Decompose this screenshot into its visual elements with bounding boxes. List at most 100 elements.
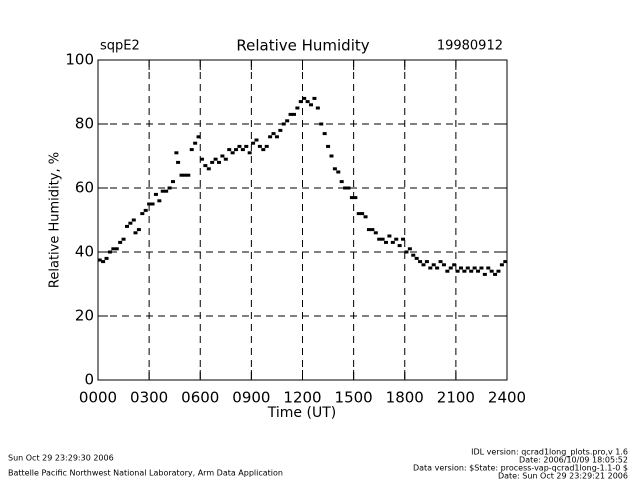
data-point xyxy=(107,250,112,254)
data-point xyxy=(302,96,307,100)
data-point xyxy=(182,173,187,177)
footer-text: Battelle Pacific Northwest National Labo… xyxy=(8,469,283,478)
data-point xyxy=(189,148,194,152)
data-point xyxy=(118,240,123,244)
data-point xyxy=(312,96,317,100)
data-point xyxy=(196,135,201,139)
footer-text: Data version: $State: process-vap-qcrad1… xyxy=(413,464,628,473)
data-point xyxy=(489,269,494,273)
data-point xyxy=(298,100,303,104)
data-point xyxy=(264,144,269,148)
data-point xyxy=(199,157,204,161)
data-point xyxy=(418,260,423,264)
data-point xyxy=(346,186,351,190)
data-point xyxy=(174,151,179,155)
data-point xyxy=(397,244,402,248)
data-point xyxy=(431,263,436,267)
data-point xyxy=(274,135,279,139)
x-tick-label: 0300 xyxy=(130,389,168,407)
y-axis-title: Relative Humidity, % xyxy=(48,152,63,288)
data-point xyxy=(285,119,290,123)
data-point xyxy=(203,164,208,168)
data-point xyxy=(251,141,256,145)
data-point xyxy=(305,100,310,104)
data-point xyxy=(462,269,467,273)
data-point xyxy=(373,231,378,235)
data-point xyxy=(227,148,232,152)
data-point xyxy=(353,196,358,200)
data-point xyxy=(254,138,259,142)
data-point xyxy=(380,237,385,241)
data-point xyxy=(448,266,453,270)
data-point xyxy=(220,154,225,158)
data-point xyxy=(153,192,158,196)
data-point xyxy=(213,157,218,161)
data-point xyxy=(170,180,175,184)
data-point xyxy=(288,112,293,116)
footer-text: Sun Oct 29 23:29:30 2006 xyxy=(8,454,114,463)
data-point xyxy=(479,266,484,270)
data-point xyxy=(315,106,320,110)
data-point xyxy=(452,263,457,267)
data-point xyxy=(503,260,508,264)
footer-text: IDL version: qcrad1long_plots.pro,v 1.6 xyxy=(471,448,628,457)
data-point xyxy=(147,202,152,206)
data-point xyxy=(278,128,283,132)
data-point xyxy=(257,144,262,148)
data-point xyxy=(421,263,426,267)
data-point xyxy=(237,144,242,148)
data-point xyxy=(465,266,470,270)
data-point xyxy=(424,260,429,264)
data-point xyxy=(394,237,399,241)
x-tick-label: 0600 xyxy=(181,389,219,407)
data-point xyxy=(186,173,191,177)
data-point xyxy=(332,167,337,171)
data-point xyxy=(455,269,460,273)
data-point xyxy=(240,148,245,152)
data-point xyxy=(363,215,368,219)
data-point xyxy=(441,263,446,267)
data-point xyxy=(136,228,141,232)
data-point xyxy=(407,247,412,251)
date-label: 19980912 xyxy=(437,39,503,54)
data-point xyxy=(291,112,296,116)
data-point xyxy=(131,218,136,222)
data-point xyxy=(150,202,155,206)
data-point xyxy=(167,186,172,190)
data-point xyxy=(104,256,109,260)
y-tick-label: 40 xyxy=(75,243,94,261)
data-point xyxy=(133,231,138,235)
data-point xyxy=(114,247,119,251)
data-point xyxy=(336,170,341,174)
data-point xyxy=(445,269,450,273)
x-tick-label: 1200 xyxy=(283,389,321,407)
data-point xyxy=(482,272,487,276)
data-point xyxy=(404,250,409,254)
data-point xyxy=(322,132,327,136)
data-point xyxy=(360,212,365,216)
data-point xyxy=(499,263,504,267)
data-point xyxy=(458,266,463,270)
data-point xyxy=(176,160,181,164)
data-point xyxy=(319,122,324,126)
data-point xyxy=(261,148,266,152)
data-point xyxy=(193,141,198,145)
data-point xyxy=(223,157,228,161)
data-point xyxy=(349,196,354,200)
x-tick-label: 0900 xyxy=(232,389,270,407)
data-point xyxy=(472,266,477,270)
footer-text: Date: 2006/10/09 18:05:52 xyxy=(519,456,628,465)
data-point xyxy=(157,199,162,203)
y-tick-label: 80 xyxy=(75,115,94,133)
data-point xyxy=(486,266,491,270)
data-point xyxy=(128,221,133,225)
data-point xyxy=(387,234,392,238)
data-point xyxy=(216,160,221,164)
data-point xyxy=(206,167,211,171)
data-point xyxy=(247,151,252,155)
data-point xyxy=(414,256,419,260)
data-point xyxy=(356,212,361,216)
data-point xyxy=(210,160,215,164)
data-point xyxy=(281,122,286,126)
